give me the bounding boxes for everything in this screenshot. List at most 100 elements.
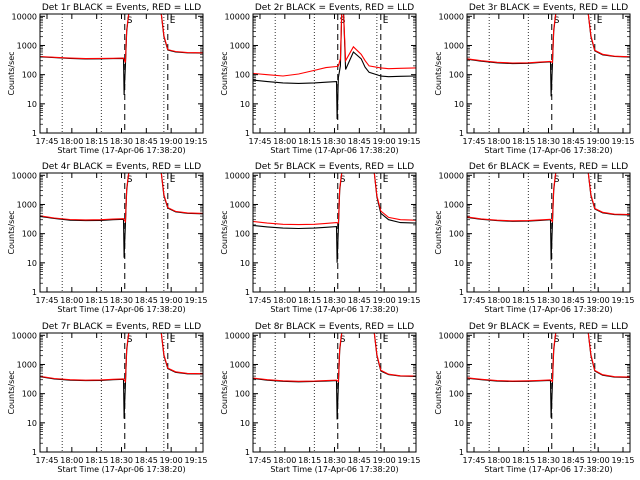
- x-tick-label: 19:15: [397, 296, 420, 305]
- y-tick-label: 1000: [230, 200, 250, 209]
- marker-label: E: [597, 16, 603, 26]
- x-tick-label: 19:00: [373, 296, 396, 305]
- x-axis-label: Start Time (17-Apr-06 17:38:20): [270, 465, 398, 474]
- x-tick-label: 18:15: [85, 137, 108, 146]
- x-tick-label: 19:00: [587, 137, 610, 146]
- x-tick-label: 17:45: [462, 137, 485, 146]
- x-tick-label: 19:00: [587, 296, 610, 305]
- panel-title: Det 8r BLACK = Events, RED = LLD: [255, 322, 414, 332]
- x-tick-label: 18:15: [512, 296, 535, 305]
- y-tick-label: 100: [22, 230, 37, 239]
- y-tick-label: 10: [27, 259, 37, 268]
- y-tick-label: 10: [240, 419, 250, 428]
- panel-title: Det 1r BLACK = Events, RED = LLD: [42, 3, 201, 13]
- x-tick-label: 18:30: [110, 296, 133, 305]
- y-tick-label: 1: [459, 129, 464, 138]
- y-tick-label: 1000: [230, 360, 250, 369]
- y-tick-label: 1000: [230, 41, 250, 50]
- panel-title: Det 5r BLACK = Events, RED = LLD: [255, 162, 414, 172]
- y-tick-label: 10000: [12, 331, 37, 340]
- marker-label: E: [597, 175, 603, 185]
- x-tick-label: 19:00: [373, 456, 396, 465]
- x-tick-label: 18:00: [273, 296, 296, 305]
- x-tick-label: 19:15: [611, 137, 634, 146]
- plot-frame: [252, 332, 417, 453]
- y-tick-label: 1000: [444, 41, 464, 50]
- x-tick-label: 18:00: [60, 137, 83, 146]
- x-tick-label: 18:15: [298, 296, 321, 305]
- y-tick-label: 1: [245, 288, 250, 297]
- x-tick-label: 18:15: [298, 137, 321, 146]
- marker-label: S: [340, 16, 346, 26]
- x-tick-label: 18:45: [135, 137, 158, 146]
- x-tick-label: 18:00: [60, 456, 83, 465]
- x-tick-label: 17:45: [35, 137, 58, 146]
- series-line-events: [40, 14, 203, 96]
- chart-panel-8: S E 1 10 100 1000 10000 17:45 18:00 18:15 18:30 18:…: [220, 322, 421, 474]
- x-axis-label: Start Time (17-Apr-06 17:38:20): [57, 465, 185, 474]
- y-tick-label: 1: [245, 448, 250, 457]
- x-tick-label: 18:15: [512, 456, 535, 465]
- marker-label: S: [340, 175, 346, 185]
- chart-panel-3: S E 1 10 100 1000 10000 17:45 18:00 18:15 18:30 18:…: [434, 3, 635, 155]
- y-axis-label: Counts/sec: [434, 51, 443, 95]
- series-line-lld: [467, 173, 630, 223]
- y-tick-label: 1: [459, 288, 464, 297]
- x-axis-label: Start Time (17-Apr-06 17:38:20): [57, 146, 185, 155]
- y-tick-label: 100: [235, 230, 250, 239]
- x-tick-label: 18:45: [562, 296, 585, 305]
- x-tick-label: 18:45: [348, 137, 371, 146]
- y-tick-label: 1: [459, 448, 464, 457]
- marker-label: E: [170, 175, 176, 185]
- y-tick-label: 100: [449, 390, 464, 399]
- y-tick-label: 1000: [17, 360, 37, 369]
- x-tick-label: 18:30: [323, 456, 346, 465]
- marker-label: S: [554, 175, 560, 185]
- y-axis-label: Counts/sec: [220, 210, 229, 254]
- plot-frame: [39, 172, 204, 293]
- chart-panel-4: S E 1 10 100 1000 10000 17:45 18:00 18:15 18:30 18:…: [7, 162, 208, 314]
- series-line-lld: [253, 14, 416, 77]
- series-line-events: [467, 173, 630, 261]
- x-tick-label: 18:30: [537, 296, 560, 305]
- y-tick-label: 10: [27, 419, 37, 428]
- x-tick-label: 18:15: [85, 456, 108, 465]
- x-tick-label: 18:30: [323, 296, 346, 305]
- x-tick-label: 19:15: [184, 296, 207, 305]
- x-tick-label: 19:00: [160, 456, 183, 465]
- chart-panel-5: S E 1 10 100 1000 10000 17:45 18:00 18:15 18:30 18:…: [220, 162, 421, 314]
- marker-label: S: [554, 335, 560, 345]
- x-tick-label: 19:15: [611, 456, 634, 465]
- x-tick-label: 18:45: [348, 296, 371, 305]
- x-tick-label: 19:00: [373, 137, 396, 146]
- x-tick-label: 17:45: [462, 296, 485, 305]
- marker-label: E: [597, 335, 603, 345]
- x-tick-label: 19:00: [160, 137, 183, 146]
- x-tick-label: 19:15: [184, 137, 207, 146]
- chart-panel-7: S E 1 10 100 1000 10000 17:45 18:00 18:15 18:30 18:…: [7, 322, 208, 474]
- x-tick-label: 18:15: [298, 456, 321, 465]
- y-tick-label: 10: [454, 419, 464, 428]
- chart-panel-6: S E 1 10 100 1000 10000 17:45 18:00 18:15 18:30 18:…: [434, 162, 635, 314]
- series-line-events: [253, 333, 416, 420]
- panel-title: Det 3r BLACK = Events, RED = LLD: [469, 3, 628, 13]
- panel-title: Det 2r BLACK = Events, RED = LLD: [255, 3, 414, 13]
- x-tick-label: 18:30: [110, 137, 133, 146]
- plot-frame: [466, 13, 631, 134]
- y-tick-label: 10000: [439, 171, 464, 180]
- marker-label: E: [383, 335, 389, 345]
- series-line-events: [253, 14, 416, 120]
- plot-frame: [39, 332, 204, 453]
- plot-frame: [39, 13, 204, 134]
- x-axis-label: Start Time (17-Apr-06 17:38:20): [270, 146, 398, 155]
- x-tick-label: 18:00: [487, 137, 510, 146]
- y-tick-label: 10000: [12, 171, 37, 180]
- y-tick-label: 100: [449, 230, 464, 239]
- y-tick-label: 10000: [12, 12, 37, 21]
- y-tick-label: 1: [245, 129, 250, 138]
- chart-panel-9: S E 1 10 100 1000 10000 17:45 18:00 18:15 18:30 18:…: [434, 322, 635, 474]
- y-tick-label: 10000: [439, 12, 464, 21]
- y-axis-label: Counts/sec: [220, 370, 229, 414]
- marker-label: S: [554, 16, 560, 26]
- x-tick-label: 18:15: [512, 137, 535, 146]
